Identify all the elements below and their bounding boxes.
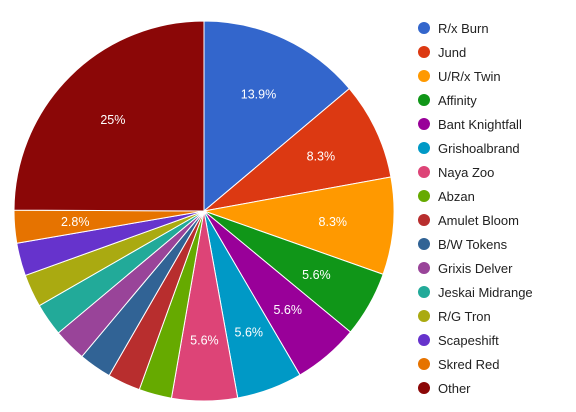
legend-item-grixis-delver[interactable]: Grixis Delver [418,256,574,280]
legend-label: Abzan [438,188,475,204]
pie-slices [13,20,395,402]
legend-label: U/R/x Twin [438,68,501,84]
slice-label-other: 25% [100,113,125,127]
slice-label-r-x-burn: 13.9% [241,87,276,101]
legend-label: Jeskai Midrange [438,284,533,300]
slice-label-grishoalbrand: 5.6% [235,326,264,340]
pie-slice-labels: 13.9% 8.3% 8.3% 5.6% 5.6% 5.6% 5.6% 2.8% 25% [61,87,347,347]
legend-label: B/W Tokens [438,236,508,252]
legend-swatch-icon [418,94,430,106]
legend-label: Naya Zoo [438,164,495,180]
legend-item-r-g-tron[interactable]: R/G Tron [418,304,574,328]
slice-label-naya-zoo: 5.6% [190,334,219,348]
legend-item-scapeshift[interactable]: Scapeshift [418,328,574,352]
legend-label: Grixis Delver [438,260,513,276]
legend-swatch-icon [418,286,430,298]
legend-item-grishoalbrand[interactable]: Grishoalbrand [418,136,574,160]
legend-swatch-icon [418,70,430,82]
legend-item-affinity[interactable]: Affinity [418,88,574,112]
legend-label: Amulet Bloom [438,212,519,228]
slice-label-jund: 8.3% [307,149,336,163]
legend-label: Affinity [438,92,477,108]
legend-item-jund[interactable]: Jund [418,40,574,64]
legend-swatch-icon [418,310,430,322]
legend-item-amulet-bloom[interactable]: Amulet Bloom [418,208,574,232]
legend-label: Grishoalbrand [438,140,520,156]
legend-item-other[interactable]: Other [418,376,574,400]
pie-slice-u-r-x-twin[interactable] [202,176,395,275]
legend-swatch-icon [418,22,430,34]
slice-label-u-r-x-twin: 8.3% [319,215,348,229]
legend-label: Scapeshift [438,332,499,348]
legend-swatch-icon [418,166,430,178]
legend: R/x Burn Jund U/R/x Twin Affinity Bant Knigh… [418,16,574,400]
legend-label: R/x Burn [438,20,489,36]
legend-swatch-icon [418,46,430,58]
legend-label: Skred Red [438,356,500,372]
legend-item-u-r-x-twin[interactable]: U/R/x Twin [418,64,574,88]
legend-swatch-icon [418,358,430,370]
legend-label: Jund [438,44,467,60]
legend-item-r-x-burn[interactable]: R/x Burn [418,16,574,40]
legend-item-bant-knightfall[interactable]: Bant Knightfall [418,112,574,136]
legend-item-naya-zoo[interactable]: Naya Zoo [418,160,574,184]
pie-slice-jund[interactable] [202,87,392,212]
pie-slice-r-x-burn[interactable] [203,20,351,213]
legend-item-abzan[interactable]: Abzan [418,184,574,208]
legend-swatch-icon [418,382,430,394]
legend-swatch-icon [418,334,430,346]
legend-label: R/G Tron [438,308,491,324]
slice-label-skred-red: 2.8% [61,215,90,229]
legend-swatch-icon [418,142,430,154]
legend-label: Other [438,380,471,396]
legend-swatch-icon [418,190,430,202]
legend-label: Bant Knightfall [438,116,522,132]
legend-swatch-icon [418,118,430,130]
legend-swatch-icon [418,262,430,274]
legend-item-jeskai-midrange[interactable]: Jeskai Midrange [418,280,574,304]
slice-label-affinity: 5.6% [302,268,331,282]
slice-label-bant-knightfall: 5.6% [273,303,302,317]
pie-slice-other[interactable] [13,20,205,212]
legend-item-b-w-tokens[interactable]: B/W Tokens [418,232,574,256]
legend-swatch-icon [418,214,430,226]
legend-item-skred-red[interactable]: Skred Red [418,352,574,376]
legend-swatch-icon [418,238,430,250]
